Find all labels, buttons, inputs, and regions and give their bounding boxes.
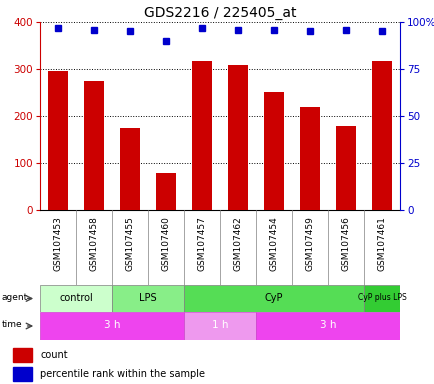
- Title: GDS2216 / 225405_at: GDS2216 / 225405_at: [143, 6, 296, 20]
- Text: LPS: LPS: [139, 293, 156, 303]
- Bar: [84, 81, 104, 210]
- Text: GSM107461: GSM107461: [377, 216, 386, 271]
- Bar: [156, 173, 175, 210]
- Bar: [112, 285, 184, 312]
- Bar: [120, 128, 140, 210]
- Text: 1 h: 1 h: [211, 320, 228, 331]
- Bar: [263, 93, 283, 210]
- Bar: [192, 61, 211, 210]
- Text: control: control: [59, 293, 93, 303]
- Text: CyP: CyP: [264, 293, 283, 303]
- Text: 3 h: 3 h: [104, 320, 120, 331]
- Bar: [48, 71, 68, 210]
- Bar: [335, 126, 355, 210]
- Text: GSM107457: GSM107457: [197, 216, 206, 271]
- Text: 3 h: 3 h: [319, 320, 335, 331]
- Bar: [13, 348, 32, 362]
- Text: GSM107454: GSM107454: [269, 216, 278, 271]
- Text: CyP plus LPS: CyP plus LPS: [357, 293, 405, 303]
- Bar: [184, 285, 363, 312]
- Bar: [256, 312, 399, 340]
- Bar: [13, 367, 32, 381]
- Text: GSM107459: GSM107459: [305, 216, 314, 271]
- Bar: [227, 65, 247, 210]
- Bar: [371, 61, 391, 210]
- Text: time: time: [2, 320, 23, 329]
- Bar: [40, 312, 184, 340]
- Text: agent: agent: [2, 293, 28, 302]
- Text: GSM107458: GSM107458: [89, 216, 98, 271]
- Bar: [184, 312, 256, 340]
- Text: count: count: [40, 350, 68, 360]
- Bar: [40, 285, 112, 312]
- Text: GSM107460: GSM107460: [161, 216, 170, 271]
- Text: GSM107453: GSM107453: [53, 216, 62, 271]
- Text: percentile rank within the sample: percentile rank within the sample: [40, 369, 204, 379]
- Text: GSM107455: GSM107455: [125, 216, 134, 271]
- Bar: [299, 107, 319, 210]
- Text: GSM107456: GSM107456: [341, 216, 350, 271]
- Bar: [363, 285, 399, 312]
- Text: GSM107462: GSM107462: [233, 216, 242, 271]
